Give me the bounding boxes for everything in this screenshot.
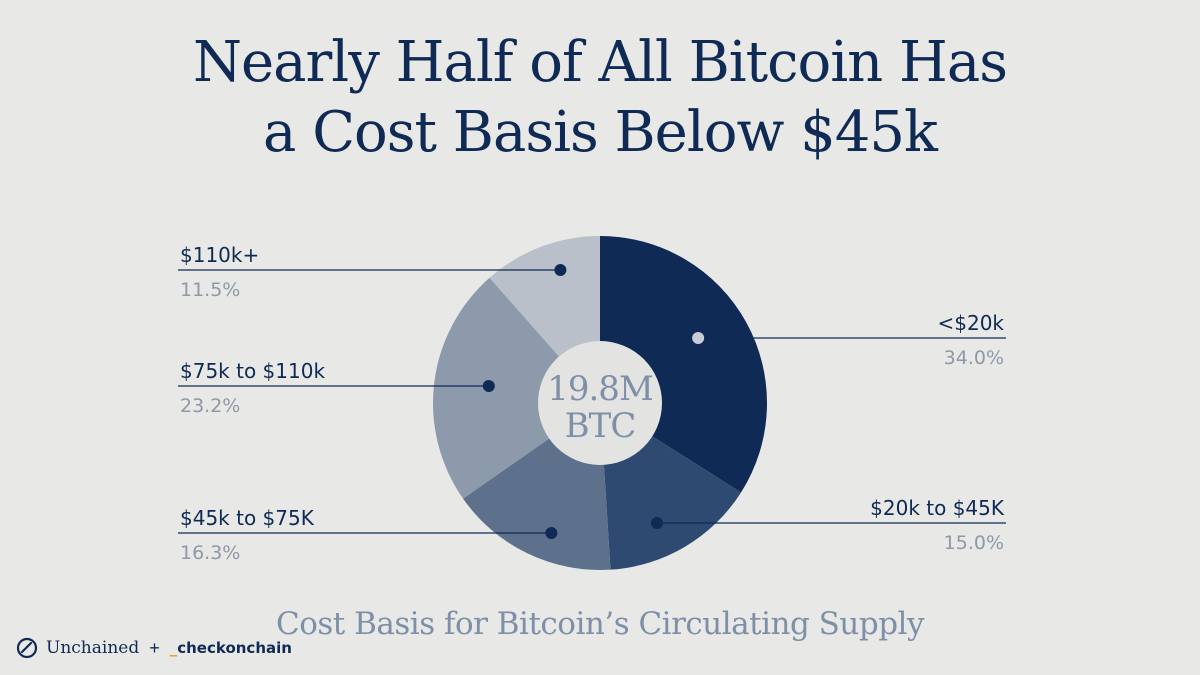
slice-value-20k: 34.0% — [944, 347, 1004, 369]
page-title: Nearly Half of All Bitcoin Has a Cost Ba… — [0, 28, 1200, 168]
checkonchain-logo-text: checkonchain — [177, 639, 292, 657]
logo-plus: + — [149, 637, 160, 658]
slice-value-110k: 11.5% — [180, 279, 240, 301]
slice-75k-to-110k — [432, 277, 600, 499]
slice-label-75k-to-110k: $75k to $110k — [180, 359, 325, 383]
center-label-line-2: BTC — [565, 406, 636, 446]
label-group: <$20k 34.0% $20k to $45K 15.0% $45k to $75K 1… — [180, 243, 1005, 564]
title-line-2: a Cost Basis Below $45k — [263, 100, 938, 165]
slice-label-45k-to-75k: $45k to $75K — [180, 506, 315, 530]
center-hole — [538, 341, 662, 465]
slice-dot-75k-to-110k — [482, 380, 495, 392]
unchained-logo-text: Unchained — [46, 638, 140, 658]
slice-value-20k-to-45k: 15.0% — [944, 532, 1004, 554]
slice-dot-20k-to-45k — [651, 517, 664, 529]
slice-label-20k-to-45k: $20k to $45K — [870, 496, 1005, 520]
slice-dot-45k-to-75k — [545, 527, 558, 539]
slice-dot-20k — [692, 332, 705, 344]
slice-label-110k: $110k+ — [180, 243, 259, 267]
slice-dot-110k — [554, 264, 567, 276]
logo-bar: Unchained + _checkonchain — [16, 634, 292, 662]
leader-group — [178, 264, 1006, 539]
slice-value-45k-to-75k: 16.3% — [180, 542, 240, 564]
title-line-1: Nearly Half of All Bitcoin Has — [193, 30, 1008, 95]
chart-subtitle: Cost Basis for Bitcoin’s Circulating Sup… — [276, 606, 924, 642]
unchained-logo-icon — [16, 637, 38, 659]
checkonchain-logo: _checkonchain — [170, 639, 292, 657]
slice-label-20k: <$20k — [937, 311, 1004, 335]
checkonchain-underscore: _ — [169, 639, 178, 657]
slice-value-75k-to-110k: 23.2% — [180, 395, 240, 417]
center-label-line-1: 19.8M — [547, 369, 653, 409]
